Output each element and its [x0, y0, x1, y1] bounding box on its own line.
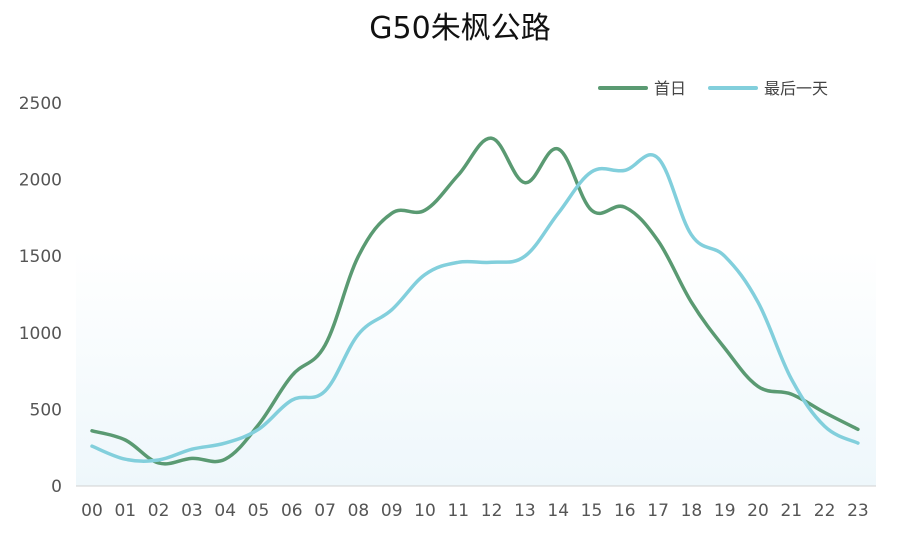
x-tick-label: 20	[747, 501, 769, 521]
x-tick-label: 09	[381, 501, 403, 521]
chart-title: G50朱枫公路	[369, 11, 550, 46]
x-tick-label: 11	[447, 501, 469, 521]
series-lines	[90, 136, 860, 466]
x-tick-label: 08	[348, 501, 370, 521]
x-tick-label: 22	[814, 501, 836, 521]
y-tick-label: 500	[30, 400, 62, 420]
y-tick-label: 2500	[19, 94, 62, 114]
y-tick-label: 0	[51, 477, 62, 497]
x-tick-label: 13	[514, 501, 536, 521]
legend-label: 首日	[654, 79, 686, 98]
x-tick-label: 23	[847, 501, 869, 521]
x-tick-label: 05	[248, 501, 270, 521]
x-tick-label: 17	[647, 501, 669, 521]
y-tick-labels: 0 500 1000 1500 2000 2500	[19, 94, 62, 497]
x-tick-label: 01	[114, 501, 136, 521]
x-tick-label: 07	[314, 501, 336, 521]
x-tick-label: 15	[581, 501, 603, 521]
x-tick-label: 18	[681, 501, 703, 521]
y-tick-label: 1500	[19, 247, 62, 267]
x-tick-labels: 00 01 02 03 04 05 06 07 08 09 10 11 12 13 14 15 16 17 18 19…	[81, 501, 869, 521]
y-tick-label: 1000	[19, 324, 62, 344]
x-tick-label: 10	[414, 501, 436, 521]
x-tick-label: 03	[181, 501, 203, 521]
x-tick-label: 06	[281, 501, 303, 521]
x-tick-label: 12	[481, 501, 503, 521]
x-tick-label: 02	[148, 501, 170, 521]
x-tick-label: 16	[614, 501, 636, 521]
x-tick-label: 00	[81, 501, 103, 521]
series-line-0	[90, 136, 860, 466]
x-tick-label: 14	[547, 501, 569, 521]
legend: 首日 最后一天	[598, 79, 828, 98]
x-tick-label: 21	[780, 501, 802, 521]
y-tick-label: 2000	[19, 171, 62, 191]
plot-background	[76, 250, 876, 486]
series-line-1	[90, 153, 860, 463]
x-tick-label: 19	[714, 501, 736, 521]
legend-label: 最后一天	[764, 79, 828, 98]
x-tick-label: 04	[214, 501, 236, 521]
